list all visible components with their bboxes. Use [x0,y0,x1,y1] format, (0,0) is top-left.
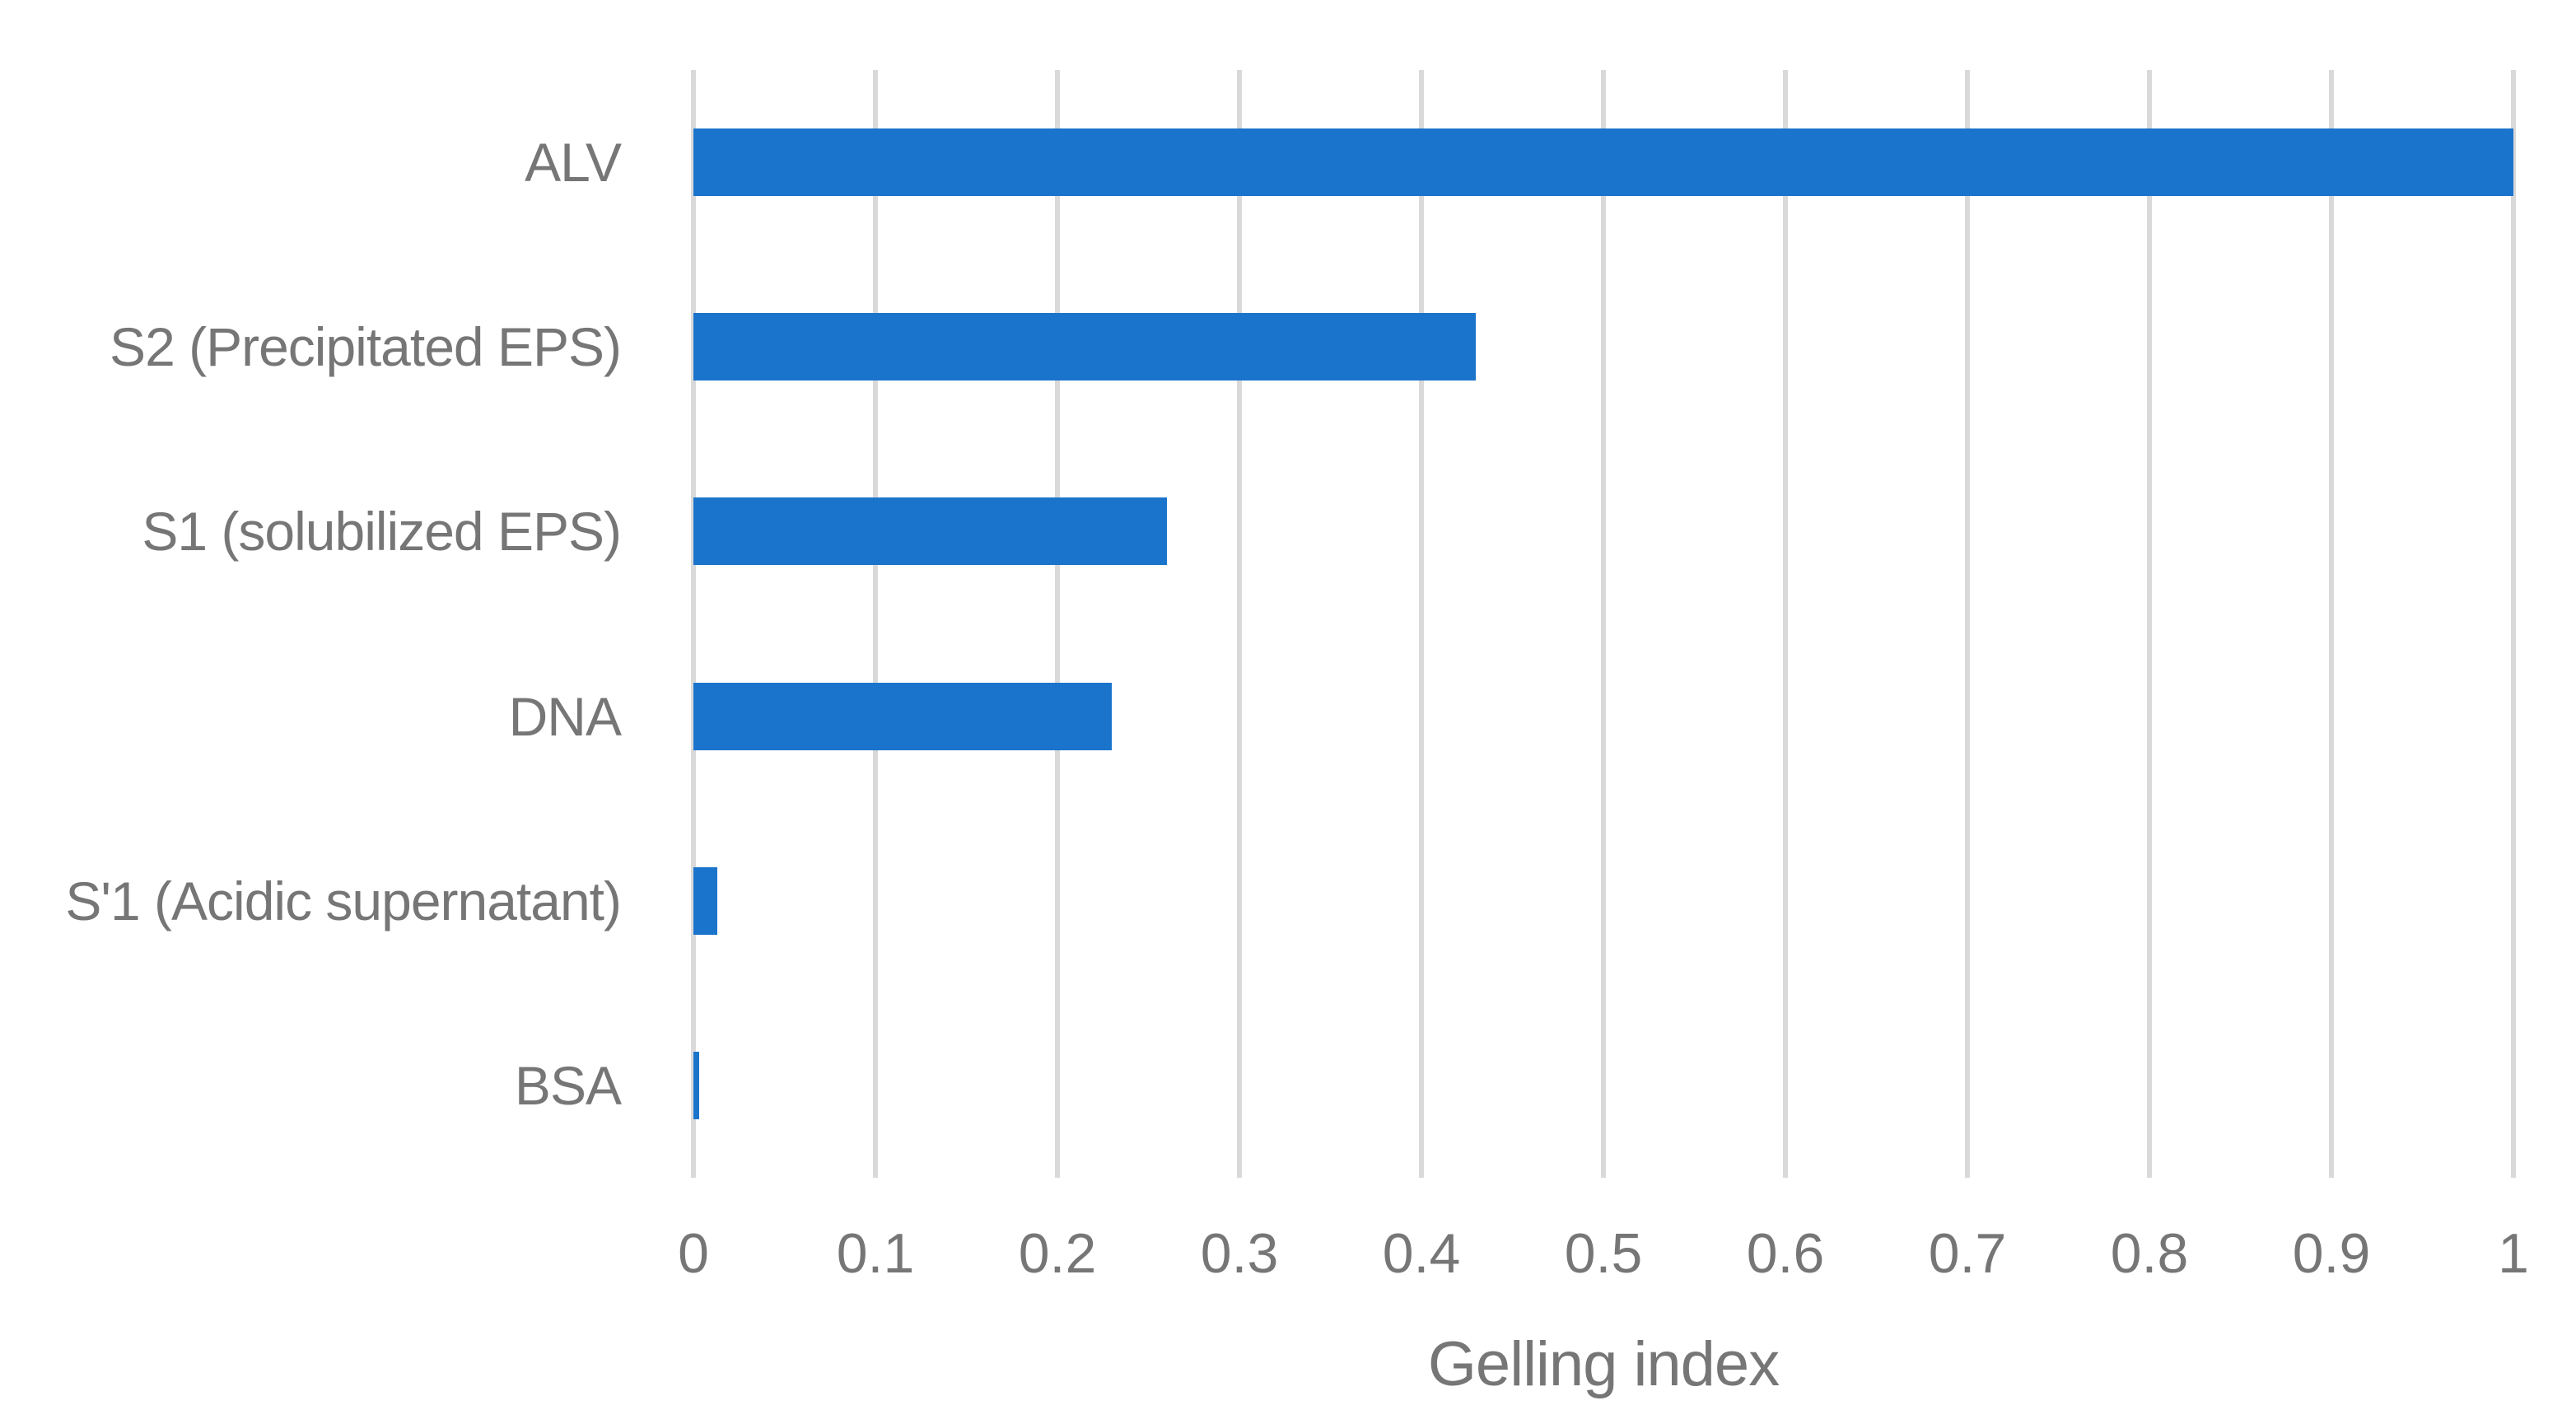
x-tick-label: 0.5 [1564,1222,1643,1285]
gridline [2329,70,2334,1178]
x-tick-label: 0.4 [1382,1222,1461,1285]
x-tick-label: 0.9 [2292,1222,2371,1285]
x-tick-label: 0.8 [2110,1222,2189,1285]
category-label: S2 (Precipitated EPS) [110,316,622,378]
category-label: BSA [514,1054,622,1116]
category-label: S'1 (Acidic supernatant) [65,870,622,931]
x-tick-label: 1 [2498,1222,2529,1285]
category-label: S1 (solubilized EPS) [142,501,622,563]
x-tick-label: 0.3 [1200,1222,1279,1285]
bar-s2-precipitated-eps [693,313,1477,381]
bar-dna [693,682,1113,750]
gridline [1965,70,1970,1178]
x-tick-label: 0.6 [1746,1222,1825,1285]
gridline [1237,70,1242,1178]
bar-s-1-acidic-supernatant [693,866,717,935]
gridline [1783,70,1788,1178]
category-label: DNA [508,685,622,747]
gridline [2511,70,2516,1178]
gridline [1419,70,1424,1178]
bar-bsa [693,1051,699,1119]
x-tick-label: 0.2 [1018,1222,1097,1285]
gridline [873,70,878,1178]
gridline [1601,70,1606,1178]
bar-alv [693,128,2513,197]
category-label: ALV [525,132,622,194]
x-tick-label: 0 [678,1222,709,1285]
x-tick-label: 0.1 [836,1222,915,1285]
bar-s1-solubilized-eps [693,497,1167,566]
gridline [2147,70,2152,1178]
x-tick-label: 0.7 [1928,1222,2007,1285]
gridline [691,70,696,1178]
gridline [1055,70,1060,1178]
x-axis-title: Gelling index [1427,1329,1780,1399]
